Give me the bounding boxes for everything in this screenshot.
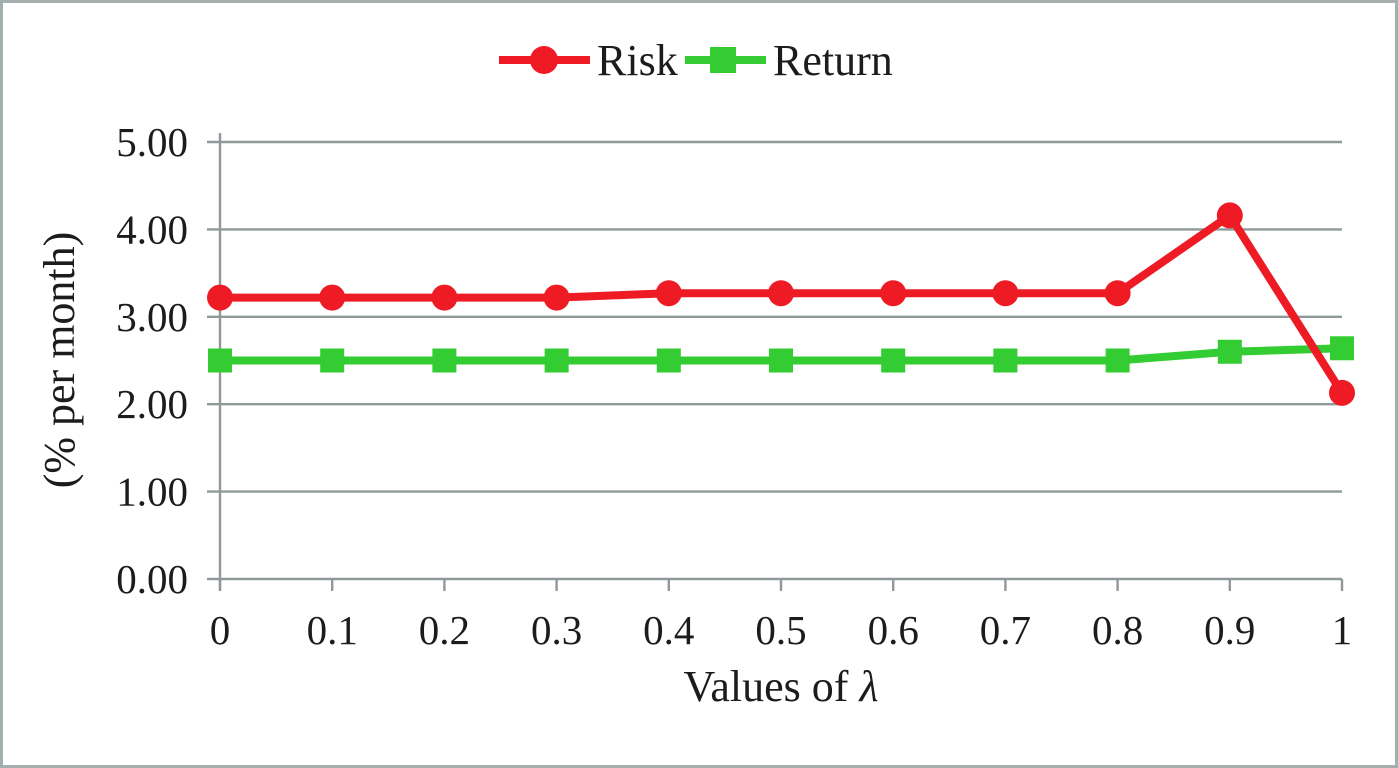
data-point-return-square-marker-icon	[544, 348, 569, 373]
y-tick-label: 0.00	[116, 556, 188, 602]
y-tick-label: 4.00	[116, 206, 188, 252]
lambda-symbol: λ	[857, 662, 878, 711]
data-point-return-square-marker-icon	[656, 348, 681, 373]
legend-risk-circle-marker-icon	[530, 46, 558, 74]
data-point-risk-circle-marker-icon	[992, 280, 1019, 307]
data-point-return-square-marker-icon	[1105, 348, 1130, 373]
x-tick-label: 0.3	[531, 607, 582, 653]
x-axis-title-text: Values of	[683, 662, 859, 711]
data-point-return-square-marker-icon	[881, 348, 906, 373]
data-point-return-square-marker-icon	[769, 348, 793, 373]
x-tick-label: 0.1	[307, 607, 358, 653]
data-point-risk-circle-marker-icon	[319, 284, 346, 311]
x-tick-label: 0.2	[419, 607, 470, 653]
legend-label-return: Return	[773, 36, 893, 85]
x-tick-label: 0.6	[868, 607, 919, 653]
data-point-return-square-marker-icon	[432, 348, 457, 373]
y-tick-label: 1.00	[116, 469, 188, 515]
data-point-risk-circle-marker-icon	[207, 284, 233, 311]
y-tick-label: 2.00	[116, 381, 188, 427]
data-point-risk-circle-marker-icon	[655, 280, 682, 307]
data-point-risk-circle-marker-icon	[880, 280, 907, 307]
legend-item-risk: Risk	[499, 36, 678, 85]
legend-item-return: Return	[685, 36, 893, 85]
data-point-return-square-marker-icon	[208, 348, 232, 373]
data-point-risk-circle-marker-icon	[768, 280, 794, 307]
y-axis-title: (% per month)	[35, 232, 84, 489]
legend-label-risk: Risk	[597, 36, 678, 85]
y-tick-label: 5.00	[116, 119, 188, 165]
x-tick-label: 0.9	[1204, 607, 1255, 653]
x-tick-label: 1	[1332, 607, 1353, 653]
y-tick-label: 3.00	[116, 294, 188, 340]
x-tick-label: 0.8	[1092, 607, 1143, 653]
data-point-risk-circle-marker-icon	[1329, 379, 1355, 406]
data-point-risk-circle-marker-icon	[431, 284, 458, 311]
x-tick-label: 0.5	[755, 607, 806, 653]
data-point-return-square-marker-icon	[993, 348, 1018, 373]
data-point-return-square-marker-icon	[1217, 339, 1242, 364]
data-point-risk-circle-marker-icon	[543, 284, 570, 311]
data-point-return-square-marker-icon	[320, 348, 345, 373]
data-point-risk-circle-marker-icon	[1104, 280, 1131, 307]
data-point-risk-circle-marker-icon	[1216, 202, 1243, 229]
x-tick-label: 0.7	[980, 607, 1031, 653]
x-axis-title: Values of λ	[683, 662, 878, 711]
data-point-return-square-marker-icon	[1330, 336, 1354, 361]
legend: Risk Return	[499, 36, 893, 85]
x-tick-label: 0.4	[643, 607, 694, 653]
x-tick-label: 0	[210, 607, 231, 653]
plot-area: 0.00 1.00 2.00 3.00 4.00 5.00 0 0.1 0.2 0.3 0.4 0.5…	[116, 119, 1355, 653]
legend-return-square-marker-icon	[710, 47, 736, 73]
